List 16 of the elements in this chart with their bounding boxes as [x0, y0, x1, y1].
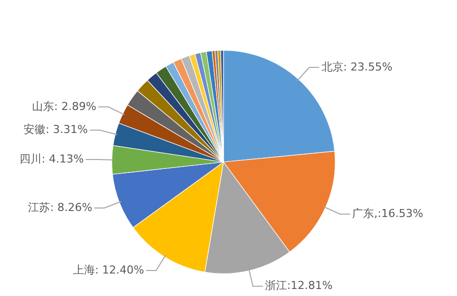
slice-label: 上海 [72, 263, 95, 276]
data-label: : 23.55% [343, 60, 392, 74]
slice-label: 安徽 [24, 123, 46, 136]
data-label: : 3.31% [46, 123, 88, 136]
data-label: ,:16.53% [374, 206, 424, 220]
slice-label: 四川 [20, 152, 42, 166]
data-label: : 4.13% [42, 152, 84, 166]
data-label: : 2.89% [54, 100, 96, 113]
data-label: : 12.40% [94, 263, 144, 276]
slice-label: 山东 [32, 100, 54, 113]
slice-label: 浙江 [264, 279, 287, 292]
data-label: :12.81% [286, 279, 333, 292]
data-label: : 8.26% [50, 200, 92, 214]
slice-label: 江苏 [28, 200, 50, 214]
slice-label: 广东 [352, 206, 374, 220]
slice-label: 北京 [321, 60, 344, 74]
